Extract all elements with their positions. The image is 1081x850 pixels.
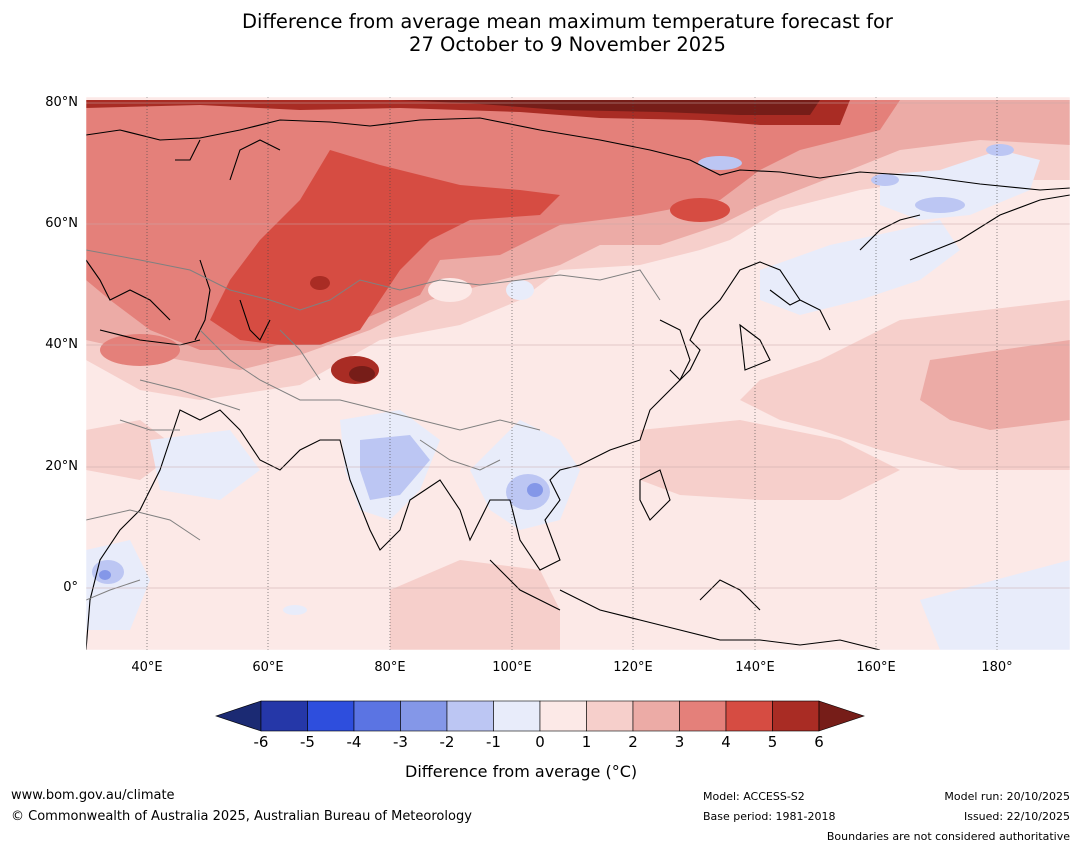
forecast-map <box>85 96 1071 651</box>
lon-label-180: 180° <box>981 660 1013 675</box>
disclaimer-text: Boundaries are not considered authoritat… <box>826 830 1070 843</box>
colorbar-swatch <box>539 700 587 732</box>
colorbar-tick-label: 2 <box>628 733 638 751</box>
colorbar-title: Difference from average (°C) <box>405 762 638 781</box>
lon-label-40e: 40°E <box>131 660 163 675</box>
colorbar-swatch <box>725 700 773 732</box>
colorbar-swatch <box>353 700 401 732</box>
colorbar-tick-label: 0 <box>535 733 545 751</box>
issued-text: Issued: 22/10/2025 <box>963 810 1070 823</box>
colorbar-tick-label: -2 <box>439 733 455 751</box>
graticule <box>146 97 998 650</box>
colorbar-swatch <box>400 700 448 732</box>
lat-label-60n: 60°N <box>45 216 78 231</box>
colorbar-swatch <box>446 700 494 732</box>
lon-label-60e: 60°E <box>252 660 284 675</box>
lon-label-120e: 120°E <box>613 660 653 675</box>
lon-label-140e: 140°E <box>735 660 775 675</box>
colorbar-swatch <box>493 700 541 732</box>
lon-label-80e: 80°E <box>374 660 406 675</box>
colorbar-extend-high <box>818 700 865 732</box>
colorbar-tick-label: -1 <box>486 733 501 751</box>
lat-label-40n: 40°N <box>45 337 78 352</box>
latitude-lines <box>86 102 1070 589</box>
country-borders <box>86 249 661 601</box>
lon-label-160e: 160°E <box>856 660 896 675</box>
model-text: Model: ACCESS-S2 <box>703 790 805 803</box>
lon-label-100e: 100°E <box>492 660 532 675</box>
map-title: Difference from average mean maximum tem… <box>0 10 1081 56</box>
colorbar-tick-label: 1 <box>581 733 592 751</box>
lat-label-80n: 80°N <box>45 95 78 110</box>
colorbar-swatch <box>679 700 727 732</box>
model-run-text: Model run: 20/10/2025 <box>944 790 1070 803</box>
colorbar-swatch <box>586 700 634 732</box>
copyright-text: © Commonwealth of Australia 2025, Austra… <box>11 809 472 824</box>
title-line-2: 27 October to 9 November 2025 <box>409 33 726 56</box>
lat-label-0: 0° <box>63 580 78 595</box>
colorbar-swatch <box>772 700 820 732</box>
website-link[interactable]: www.bom.gov.au/climate <box>11 788 175 803</box>
title-line-1: Difference from average mean maximum tem… <box>242 10 893 33</box>
colorbar-swatch <box>260 700 308 732</box>
lat-label-20n: 20°N <box>45 459 78 474</box>
colorbar-tick-label: 6 <box>814 733 824 751</box>
colorbar-tick-label: 3 <box>674 733 685 751</box>
anomaly-fields <box>86 100 1070 650</box>
colorbar-tick-label: -6 <box>253 733 269 751</box>
colorbar-tick-label: -5 <box>300 733 315 751</box>
colorbar-swatch <box>632 700 680 732</box>
colorbar-tick-label: 4 <box>721 733 731 751</box>
colorbar-swatch <box>307 700 355 732</box>
base-period-text: Base period: 1981-2018 <box>703 810 836 823</box>
colorbar-extend-low <box>215 700 262 732</box>
colorbar <box>215 700 865 732</box>
colorbar-tick-label: -3 <box>393 733 408 751</box>
colorbar-tick-label: -4 <box>346 733 362 751</box>
coastlines <box>86 117 1070 650</box>
colorbar-tick-label: 5 <box>767 733 778 751</box>
